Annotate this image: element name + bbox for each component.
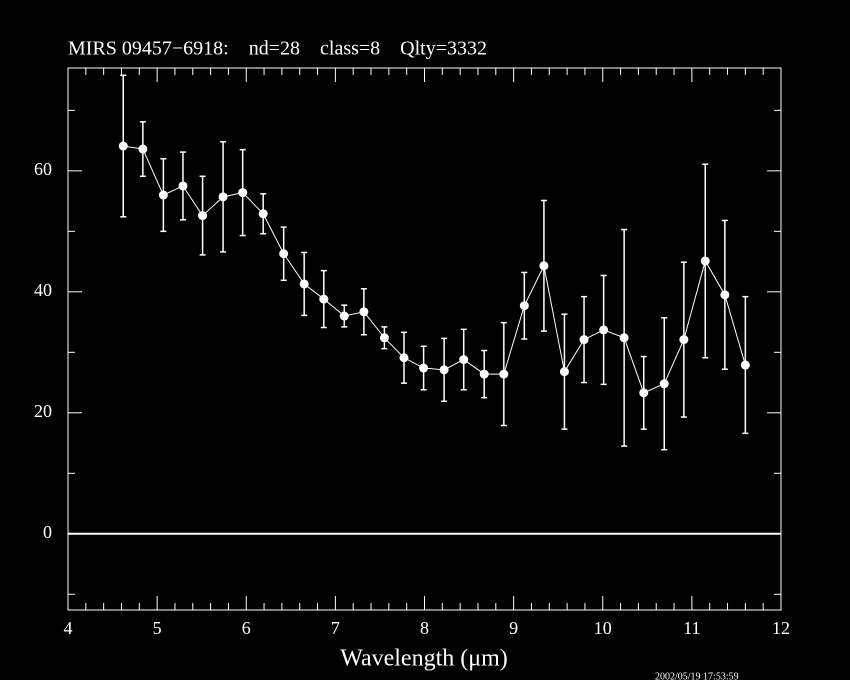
x-tick-label: 5 xyxy=(153,618,162,638)
data-point xyxy=(359,307,369,317)
data-line xyxy=(123,145,746,394)
timestamp: 2002/05/19 17:53:59 xyxy=(655,671,739,680)
data-point xyxy=(559,367,569,377)
data-point xyxy=(419,363,429,373)
data-point xyxy=(158,190,168,200)
data-point xyxy=(700,256,710,266)
data-point xyxy=(138,144,148,154)
y-tick-label: 20 xyxy=(34,401,52,421)
data-point xyxy=(659,379,669,389)
data-point xyxy=(118,141,128,151)
data-point xyxy=(279,249,289,259)
data-point xyxy=(198,211,208,221)
data-point xyxy=(319,294,329,304)
y-tick-label: 40 xyxy=(34,280,52,300)
data-point xyxy=(639,388,649,398)
data-point xyxy=(238,188,248,198)
data-point xyxy=(459,355,469,365)
data-point xyxy=(579,335,589,345)
data-point xyxy=(499,369,509,379)
data-point xyxy=(178,181,188,191)
data-point xyxy=(539,261,549,271)
x-tick-label: 11 xyxy=(683,618,700,638)
data-point xyxy=(519,301,529,311)
data-point xyxy=(720,290,730,300)
data-point xyxy=(599,325,609,335)
data-point xyxy=(339,311,349,321)
data-point xyxy=(299,279,309,289)
data-point xyxy=(740,360,750,370)
plot-frame xyxy=(67,67,782,611)
data-point xyxy=(399,353,409,363)
data-point xyxy=(439,365,449,375)
data-point xyxy=(379,333,389,343)
y-tick-label: 0 xyxy=(43,522,52,542)
x-tick-label: 8 xyxy=(420,618,429,638)
x-tick-label: 10 xyxy=(594,618,612,638)
x-tick-label: 12 xyxy=(772,618,790,638)
x-tick-label: 6 xyxy=(242,618,251,638)
data-point xyxy=(679,335,689,345)
x-tick-label: 4 xyxy=(64,618,73,638)
x-tick-label: 9 xyxy=(509,618,518,638)
data-point xyxy=(619,333,629,343)
data-point xyxy=(218,192,228,202)
x-axis-label: Wavelength (μm) xyxy=(340,646,508,672)
x-tick-label: 7 xyxy=(331,618,340,638)
data-point xyxy=(258,209,268,219)
data-point xyxy=(479,369,489,379)
y-tick-label: 60 xyxy=(34,159,52,179)
chart-title: MIRS 09457−6918: nd=28 class=8 Qlty=3332 xyxy=(68,38,487,60)
